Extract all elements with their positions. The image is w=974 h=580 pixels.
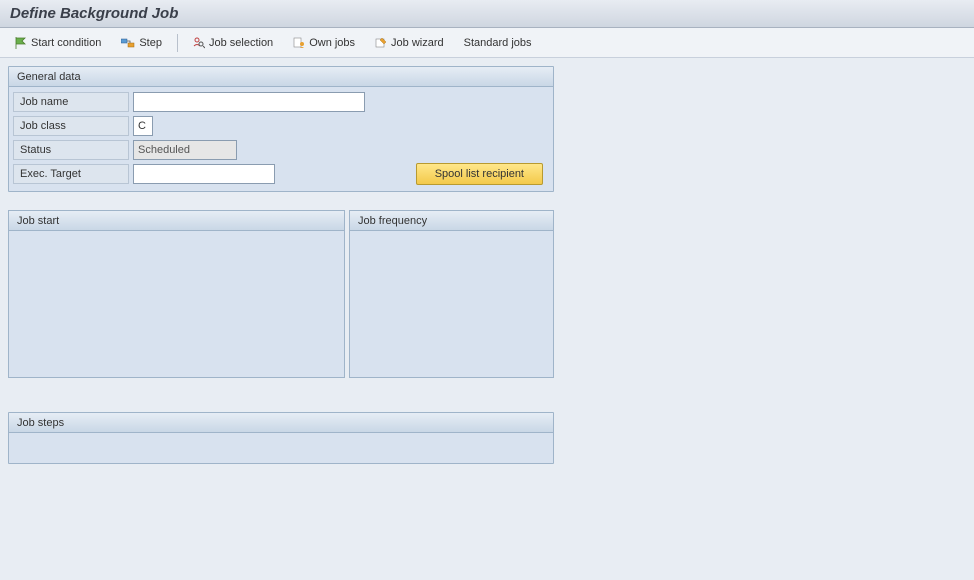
label-exec-target: Exec. Target [13, 164, 129, 184]
general-data-panel: General data Job name Job class Status E… [8, 66, 554, 192]
btn-label: Job selection [209, 37, 273, 49]
content-area: General data Job name Job class Status E… [0, 58, 974, 490]
btn-label: Standard jobs [464, 37, 532, 49]
document-user-icon [293, 37, 305, 49]
job-start-body [9, 231, 344, 377]
label-job-name: Job name [13, 92, 129, 112]
panel-header-general: General data [9, 67, 553, 87]
row-status: Status [13, 139, 549, 161]
own-jobs-button[interactable]: Own jobs [286, 32, 362, 54]
label-job-class: Job class [13, 116, 129, 136]
job-steps-panel: Job steps [8, 412, 554, 464]
job-class-input[interactable] [133, 116, 153, 136]
spool-list-recipient-button[interactable]: Spool list recipient [416, 163, 543, 185]
standard-jobs-button[interactable]: Standard jobs [457, 32, 539, 54]
btn-label: Own jobs [309, 37, 355, 49]
row-job-name: Job name [13, 91, 549, 113]
row-job-class: Job class [13, 115, 549, 137]
job-name-input[interactable] [133, 92, 365, 112]
mid-panels-row: Job start Job frequency [8, 210, 966, 378]
general-data-body: Job name Job class Status Exec. Target S… [9, 87, 553, 191]
user-search-icon [193, 37, 205, 49]
row-exec-target: Exec. Target Spool list recipient [13, 163, 549, 185]
job-wizard-button[interactable]: Job wizard [368, 32, 451, 54]
flag-icon [15, 37, 27, 49]
btn-label: Step [139, 37, 162, 49]
step-button[interactable]: Step [114, 32, 169, 54]
panel-header-job-steps: Job steps [9, 413, 553, 433]
title-bar: Define Background Job [0, 0, 974, 28]
toolbar: Start condition Step Job selection Own j… [0, 28, 974, 58]
label-status: Status [13, 140, 129, 160]
panel-header-job-frequency: Job frequency [350, 211, 553, 231]
step-icon [121, 37, 135, 49]
job-frequency-panel: Job frequency [349, 210, 554, 378]
job-selection-button[interactable]: Job selection [186, 32, 280, 54]
exec-target-input[interactable] [133, 164, 275, 184]
job-start-panel: Job start [8, 210, 345, 378]
wizard-icon [375, 37, 387, 49]
status-field [133, 140, 237, 160]
job-frequency-body [350, 231, 553, 377]
toolbar-separator [177, 34, 178, 52]
panel-header-job-start: Job start [9, 211, 344, 231]
job-steps-body [9, 433, 553, 463]
start-condition-button[interactable]: Start condition [8, 32, 108, 54]
btn-label: Job wizard [391, 37, 444, 49]
btn-label: Start condition [31, 37, 101, 49]
page-title: Define Background Job [10, 5, 178, 22]
